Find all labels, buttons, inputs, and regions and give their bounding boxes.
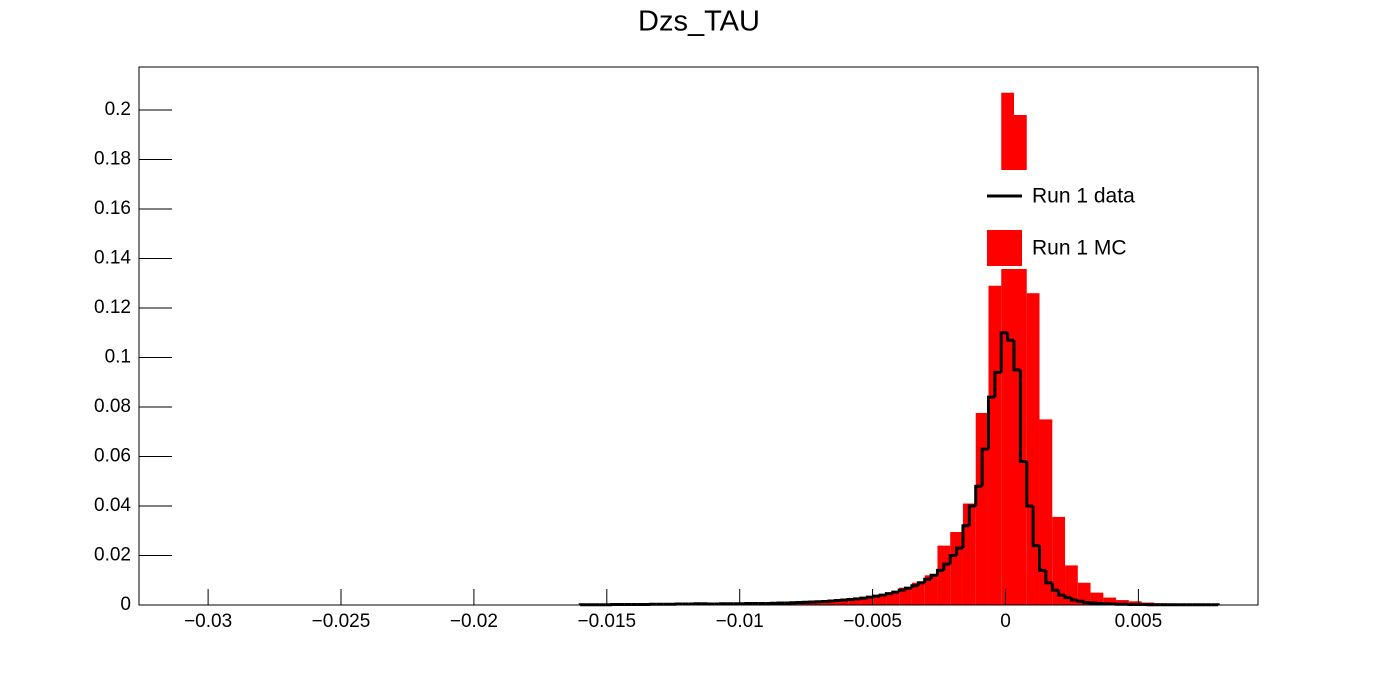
x-tick-label: 0 xyxy=(1000,611,1011,632)
step-segment xyxy=(865,595,874,599)
bar xyxy=(873,595,887,605)
y-tick-label: 0.02 xyxy=(94,545,131,566)
step-segment xyxy=(974,484,983,507)
step-segment xyxy=(1006,332,1014,342)
legend-swatch xyxy=(987,230,1022,266)
y-tick-label: 0.08 xyxy=(94,396,131,417)
step-segment xyxy=(904,586,912,591)
plot-frame xyxy=(138,66,1259,606)
x-tick-label: −0.015 xyxy=(577,611,636,632)
step-segment xyxy=(1050,582,1059,592)
step-segment xyxy=(1044,570,1053,585)
step-segment xyxy=(955,546,963,556)
step-segment xyxy=(929,573,938,580)
bar xyxy=(937,545,951,605)
step-segment xyxy=(859,596,868,600)
step-segment xyxy=(853,597,861,601)
step-segment xyxy=(910,584,919,589)
y-tick-label: 0.14 xyxy=(94,248,131,269)
step-segment xyxy=(1038,545,1046,572)
legend-label: Run 1 data xyxy=(1032,185,1135,208)
step-segment xyxy=(923,577,932,583)
step-segment xyxy=(1031,506,1040,548)
y-tick-label: 0.06 xyxy=(94,446,131,467)
bar xyxy=(975,412,989,605)
x-tick-label: −0.025 xyxy=(312,611,371,632)
chart-title: Dzs_TAU xyxy=(638,6,760,38)
step-segment xyxy=(872,594,881,598)
step-segment xyxy=(942,562,951,571)
y-tick-label: 0 xyxy=(120,594,131,615)
bar xyxy=(1103,597,1117,605)
x-tick-label: −0.01 xyxy=(716,611,764,632)
step-segment xyxy=(1057,590,1066,597)
step-segment xyxy=(1012,340,1021,372)
step-segment xyxy=(884,592,893,596)
bar xyxy=(1001,92,1014,606)
bar xyxy=(950,531,963,605)
bar xyxy=(911,582,925,605)
bar xyxy=(924,575,938,605)
bar xyxy=(962,503,976,605)
bar xyxy=(1077,582,1091,605)
bar xyxy=(1026,293,1040,605)
y-tick-label: 0.18 xyxy=(94,149,131,170)
bar xyxy=(1116,600,1129,605)
step-segment xyxy=(891,590,900,594)
x-tick-label: −0.02 xyxy=(450,611,498,632)
x-tick-label: 0.005 xyxy=(1115,611,1163,632)
step-segment xyxy=(986,395,995,450)
bar xyxy=(886,592,900,605)
step-segment xyxy=(993,370,1002,398)
bar xyxy=(835,600,849,605)
step-segment xyxy=(999,331,1008,373)
step-segment xyxy=(948,554,957,565)
bar xyxy=(1065,565,1078,605)
step-segment xyxy=(1082,601,1091,605)
step-segment xyxy=(897,588,906,593)
bar xyxy=(848,598,861,605)
bar xyxy=(899,587,912,605)
y-tick-label: 0.04 xyxy=(94,495,131,516)
step-segment xyxy=(935,568,944,576)
legend-label: Run 1 MC xyxy=(1032,237,1127,260)
step-segment xyxy=(1018,369,1027,463)
bar xyxy=(860,597,874,605)
step-segment xyxy=(967,504,976,526)
step-segment xyxy=(980,447,989,487)
y-tick-label: 0.16 xyxy=(94,198,131,219)
step-segment xyxy=(961,524,970,549)
bar xyxy=(1039,419,1053,605)
step-segment xyxy=(1063,595,1072,600)
step-segment xyxy=(1069,597,1078,602)
x-tick-label: −0.005 xyxy=(843,611,902,632)
step-segment xyxy=(878,593,887,597)
bar xyxy=(988,285,1002,605)
y-tick-label: 0.2 xyxy=(105,99,131,120)
step-segment xyxy=(1076,599,1085,603)
y-tick-label: 0.12 xyxy=(94,297,131,318)
y-tick-label: 0.1 xyxy=(105,347,131,368)
step-segment xyxy=(1025,461,1034,508)
x-tick-label: −0.03 xyxy=(184,611,232,632)
step-segment xyxy=(916,581,925,586)
bar xyxy=(1052,516,1066,605)
